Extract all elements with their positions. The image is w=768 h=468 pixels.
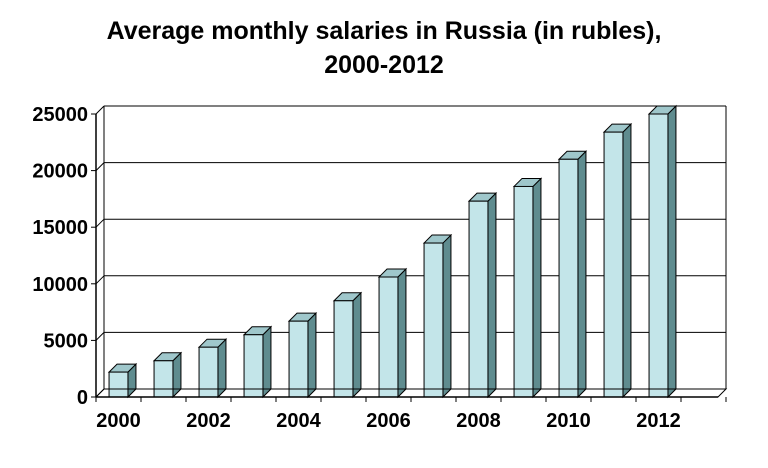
chart-title-line-1: Average monthly salaries in Russia (in r… bbox=[106, 17, 662, 45]
x-tick-label-2000: 2000 bbox=[96, 410, 141, 432]
bar-side-2009 bbox=[532, 177, 542, 399]
gridline-diagonal-10000 bbox=[95, 275, 105, 285]
bar-side-2012 bbox=[667, 104, 677, 399]
bar-front-2012 bbox=[648, 113, 669, 398]
bar-2011 bbox=[602, 122, 633, 399]
floor bbox=[94, 388, 728, 398]
bar-side-2011 bbox=[622, 122, 632, 399]
bar-front-2001 bbox=[153, 360, 174, 398]
gridline-diagonal-5000 bbox=[95, 332, 105, 341]
gridline-diagonal-15000 bbox=[95, 218, 105, 228]
y-tick-label-0: 0 bbox=[77, 387, 88, 409]
x-tick-label-2010: 2010 bbox=[546, 410, 591, 432]
axes bbox=[91, 113, 728, 402]
bar-2000 bbox=[107, 362, 138, 399]
bar-side-2002 bbox=[217, 337, 227, 399]
y-tick-label-5000: 5000 bbox=[44, 330, 89, 352]
gridline-diagonal-25000 bbox=[95, 105, 105, 115]
y-tick-labels: 0 5000 10000 15000 20000 25000 bbox=[32, 104, 88, 409]
x-tick-label-2006: 2006 bbox=[366, 410, 411, 432]
bar-side-2007 bbox=[442, 233, 452, 399]
y-tick-label-10000: 10000 bbox=[32, 274, 88, 296]
y-tick-label-25000: 25000 bbox=[32, 104, 88, 126]
bar-side-2008 bbox=[487, 191, 497, 399]
bar-2008 bbox=[467, 191, 498, 399]
y-tick-label-15000: 15000 bbox=[32, 217, 88, 239]
bar-front-2002 bbox=[198, 346, 219, 398]
bar-side-2004 bbox=[307, 311, 317, 399]
bar-front-2010 bbox=[558, 158, 579, 398]
bar-2009 bbox=[512, 177, 543, 399]
bar-2012 bbox=[647, 104, 678, 399]
bar-front-2006 bbox=[378, 276, 399, 398]
bar-2007 bbox=[422, 233, 453, 399]
x-tick-label-2002: 2002 bbox=[186, 410, 231, 432]
x-tick-labels: 2000 2002 2004 2006 2008 2010 2012 bbox=[96, 410, 681, 432]
bar-front-2000 bbox=[108, 371, 129, 398]
bar-side-2003 bbox=[262, 325, 272, 399]
y-tick-label-20000: 20000 bbox=[32, 161, 88, 183]
bar-side-2006 bbox=[397, 267, 407, 399]
gridline-diagonal-20000 bbox=[95, 162, 105, 171]
bar-side-2005 bbox=[352, 291, 362, 399]
bar-2010 bbox=[557, 150, 588, 399]
bars bbox=[107, 104, 678, 399]
bar-2003 bbox=[242, 325, 273, 399]
bar-front-2004 bbox=[288, 320, 309, 398]
chart-title-line-2: 2000-2012 bbox=[324, 51, 444, 79]
bar-2004 bbox=[287, 311, 318, 399]
bar-2006 bbox=[377, 267, 408, 399]
bar-2005 bbox=[332, 291, 363, 399]
bar-2002 bbox=[197, 337, 228, 399]
bar-front-2009 bbox=[513, 185, 534, 398]
chart-title: Average monthly salaries in Russia (in r… bbox=[0, 14, 768, 82]
bar-front-2008 bbox=[468, 200, 489, 398]
bar-front-2011 bbox=[603, 131, 624, 398]
bar-front-2007 bbox=[423, 242, 444, 398]
grid-lines bbox=[95, 105, 727, 398]
bar-front-2003 bbox=[243, 334, 264, 398]
x-tick-label-2004: 2004 bbox=[276, 410, 321, 432]
bar-side-2010 bbox=[577, 150, 587, 399]
x-tick-label-2012: 2012 bbox=[636, 410, 681, 432]
x-tick-label-2008: 2008 bbox=[456, 410, 501, 432]
bar-2001 bbox=[152, 351, 183, 399]
bar-front-2005 bbox=[333, 300, 354, 398]
